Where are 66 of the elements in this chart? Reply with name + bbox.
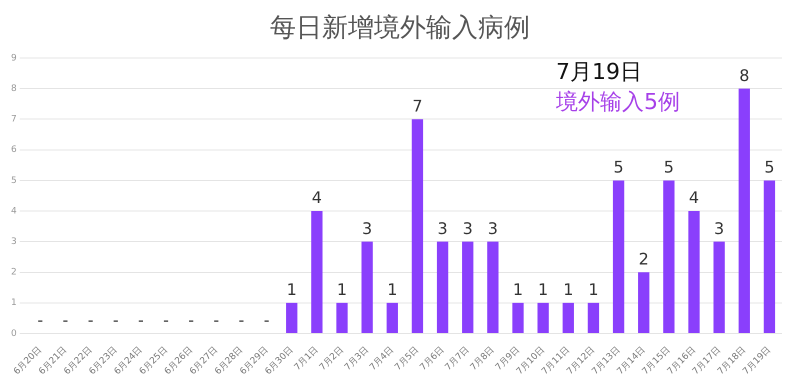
y-tick-label: 6: [10, 145, 17, 156]
data-label: -: [163, 310, 169, 330]
data-label: 1: [538, 280, 548, 300]
chart-title: 每日新增境外输入病例: [269, 12, 531, 45]
bar: [688, 211, 700, 333]
data-label: -: [238, 310, 244, 330]
y-tick-label: 1: [10, 298, 17, 308]
bar: [713, 242, 725, 333]
bar: [487, 242, 499, 333]
x-tick-label: 7月3日: [343, 345, 371, 373]
data-label: 1: [387, 280, 398, 300]
y-tick-label: 8: [10, 84, 17, 94]
data-label: 4: [312, 188, 322, 208]
y-tick-label: 2: [10, 268, 17, 278]
x-tick-label: 7月7日: [444, 345, 472, 373]
bar: [562, 302, 574, 333]
data-label: 1: [512, 280, 524, 300]
y-tick-label: 0: [10, 328, 17, 339]
bar: [638, 272, 650, 333]
bar: [286, 302, 298, 333]
data-label: 5: [613, 158, 624, 177]
data-label: 5: [664, 158, 674, 177]
y-tick-label: 4: [10, 206, 17, 216]
bar: [512, 302, 524, 333]
data-label: 1: [563, 280, 574, 300]
bar: [764, 180, 776, 333]
bar: [663, 180, 675, 333]
y-tick-label: 3: [10, 237, 17, 248]
data-label: 3: [714, 218, 724, 238]
bar: [386, 302, 398, 333]
data-label: 2: [638, 249, 649, 268]
data-label: 1: [588, 280, 599, 300]
data-label: -: [37, 310, 44, 330]
bar: [462, 242, 474, 333]
data-label: -: [138, 310, 144, 330]
bar: [612, 180, 624, 333]
bar: [412, 119, 424, 333]
data-label: -: [88, 310, 94, 330]
y-tick-label: 9: [10, 53, 17, 64]
y-tick-label: 7: [10, 114, 17, 125]
bar: [537, 302, 549, 333]
data-label: -: [188, 310, 194, 330]
data-label: 5: [764, 158, 775, 177]
bar: [361, 242, 373, 333]
data-label: -: [62, 310, 68, 330]
data-label: 3: [437, 218, 448, 238]
data-label: 4: [688, 188, 700, 208]
data-label: 1: [336, 280, 348, 300]
data-label: 8: [739, 66, 750, 85]
data-label: -: [264, 310, 270, 330]
bar: [738, 88, 750, 333]
bar: [436, 242, 448, 333]
data-label: 1: [286, 280, 297, 300]
data-label: 3: [362, 218, 372, 238]
data-label: -: [112, 310, 119, 330]
data-label: 3: [488, 218, 498, 238]
bar: [336, 302, 348, 333]
bar: [588, 302, 600, 333]
y-tick-label: 5: [10, 176, 17, 186]
annotation: 7月19日: [556, 59, 643, 87]
data-label: -: [213, 310, 220, 330]
bar: [311, 211, 323, 333]
x-tick-label: 7月8日: [468, 345, 497, 373]
annotation: 境外输入5例: [556, 89, 680, 117]
data-label: 3: [462, 218, 473, 238]
data-label: 7: [412, 96, 423, 116]
